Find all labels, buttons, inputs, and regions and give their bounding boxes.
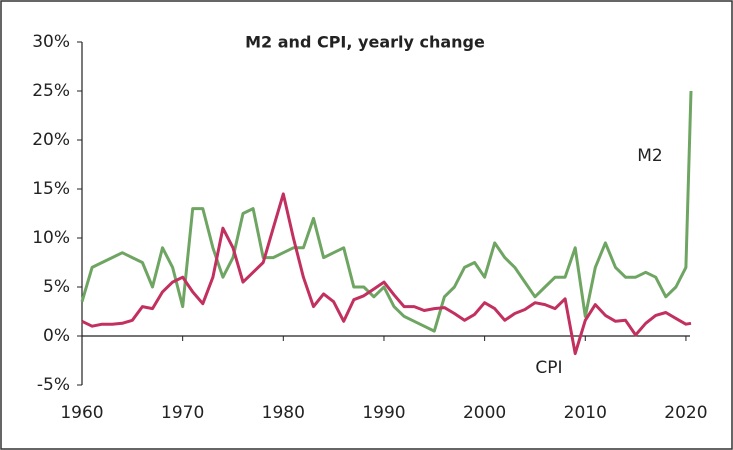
- series-line: [80, 90, 693, 333]
- y-tick-label: 20%: [32, 130, 70, 150]
- series-line: [81, 192, 692, 356]
- chart-title: M2 and CPI, yearly change: [245, 33, 485, 52]
- x-tick-label: 1990: [362, 403, 405, 423]
- x-tick-label: 1960: [60, 403, 103, 423]
- y-tick-label: 15%: [32, 179, 70, 199]
- x-tick-label: 1970: [161, 403, 204, 423]
- x-tick-label: 2010: [564, 403, 607, 423]
- y-tick-label: 0%: [43, 326, 70, 346]
- x-tick-label: 1980: [262, 403, 305, 423]
- series-label: CPI: [535, 358, 562, 378]
- y-tick-label: 25%: [32, 81, 70, 101]
- series-label: M2: [637, 146, 662, 166]
- x-tick-label: 2020: [664, 403, 707, 423]
- y-tick-label: 30%: [32, 32, 70, 52]
- x-tick-label: 2000: [463, 403, 506, 423]
- y-tick-label: 5%: [43, 277, 70, 297]
- y-tick-label: 10%: [32, 228, 70, 248]
- y-tick-label: -5%: [37, 375, 70, 395]
